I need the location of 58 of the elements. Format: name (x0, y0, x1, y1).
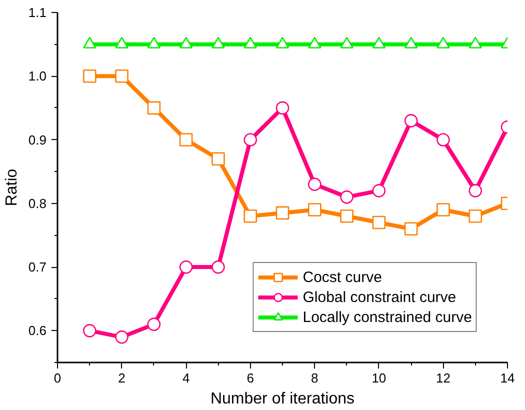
point (276, 206, 290, 220)
point (244, 209, 258, 223)
y-tick-label: 1.1 (28, 5, 47, 20)
point (436, 133, 450, 146)
point (276, 101, 290, 115)
point (468, 184, 482, 198)
point (372, 184, 386, 198)
point (244, 133, 258, 146)
x-tick-label: 10 (372, 370, 386, 386)
point (212, 260, 225, 274)
y-tick-label: 0.7 (28, 260, 47, 275)
x-tick-label: 4 (182, 370, 190, 386)
x-tick-label: 2 (118, 370, 126, 386)
x-tick-label: 14 (500, 370, 515, 386)
point (82, 36, 96, 48)
point (404, 114, 418, 128)
point (179, 36, 193, 48)
point (340, 36, 354, 48)
point (404, 36, 418, 48)
point (372, 36, 386, 48)
point (82, 69, 96, 83)
point (308, 178, 322, 191)
point (340, 209, 354, 223)
point (468, 36, 482, 48)
legend-label: Global constraint curve (302, 288, 456, 306)
point (212, 152, 225, 166)
x-tick-label: 12 (436, 370, 450, 386)
point (340, 190, 354, 204)
point (147, 36, 161, 48)
point (372, 216, 386, 230)
legend-label: Cocst curve (302, 268, 382, 286)
point (179, 133, 193, 146)
x-tick-label: 0 (54, 370, 62, 386)
point (404, 222, 418, 236)
point (179, 260, 193, 274)
legend-label: Locally constrained curve (302, 308, 472, 326)
x-axis-title: Number of iterations (210, 390, 355, 408)
point (436, 36, 450, 48)
point (276, 36, 290, 48)
y-axis-title: Ratio (3, 168, 20, 206)
point (147, 318, 161, 331)
y-tick-label: 1.0 (28, 68, 47, 84)
point (308, 36, 322, 48)
y-tick-label: 0.9 (28, 132, 47, 148)
point (115, 330, 128, 344)
point (308, 203, 322, 216)
y-tick-label: 0.8 (28, 196, 47, 211)
x-tick-label: 8 (311, 370, 318, 386)
point (436, 203, 450, 216)
y-tick-label: 0.6 (28, 323, 47, 338)
point (147, 101, 161, 115)
point (244, 36, 258, 48)
point (212, 36, 225, 48)
point (468, 209, 482, 223)
point (82, 324, 96, 338)
point (115, 36, 128, 48)
x-tick-label: 6 (246, 370, 254, 386)
point (115, 69, 128, 83)
